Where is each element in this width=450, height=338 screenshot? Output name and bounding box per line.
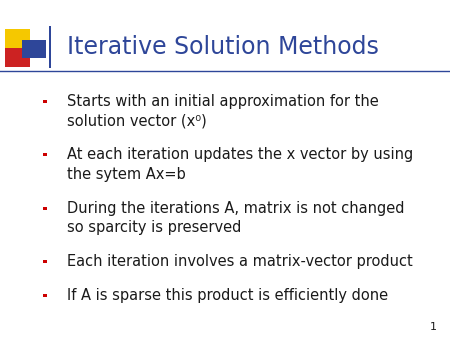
Text: Each iteration involves a matrix-vector product: Each iteration involves a matrix-vector … xyxy=(67,254,412,269)
Bar xyxy=(43,260,47,263)
Text: solution vector (x⁰): solution vector (x⁰) xyxy=(67,114,207,128)
Bar xyxy=(49,26,51,68)
Text: the sytem Ax=b: the sytem Ax=b xyxy=(67,167,185,182)
Bar xyxy=(5,48,30,67)
Bar xyxy=(43,153,47,156)
Text: so sparcity is preserved: so sparcity is preserved xyxy=(67,220,241,235)
Bar xyxy=(22,40,46,58)
Text: During the iterations A, matrix is not changed: During the iterations A, matrix is not c… xyxy=(67,201,404,216)
Bar xyxy=(5,29,30,48)
Text: Iterative Solution Methods: Iterative Solution Methods xyxy=(67,34,378,59)
Text: Starts with an initial approximation for the: Starts with an initial approximation for… xyxy=(67,94,378,109)
Bar xyxy=(43,207,47,210)
Bar xyxy=(43,100,47,103)
Bar xyxy=(43,294,47,297)
Text: If A is sparse this product is efficiently done: If A is sparse this product is efficient… xyxy=(67,288,388,303)
Text: 1: 1 xyxy=(429,322,436,332)
Text: At each iteration updates the x vector by using: At each iteration updates the x vector b… xyxy=(67,147,413,162)
